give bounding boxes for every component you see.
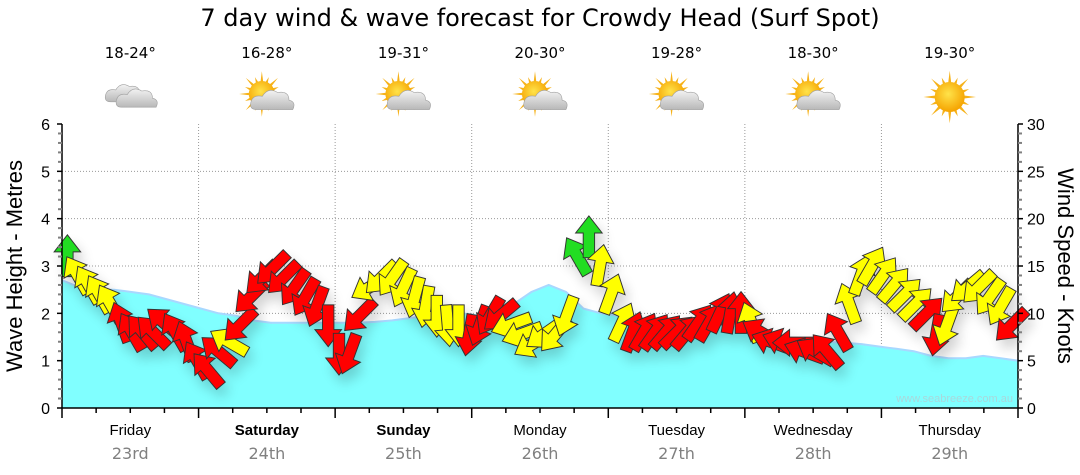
wind-arrow [334,331,363,375]
day-label: Sunday [376,422,431,439]
sun-ray [931,105,942,116]
sun-ray [542,77,552,87]
sun-ray [670,71,673,83]
watermark: www.seabreeze.com.au [895,393,1013,405]
y-tick-label: 5 [41,164,50,181]
cloud-shape [386,90,431,110]
sun-ray [806,71,810,83]
wind-arrow [995,305,1031,341]
sun-ray [239,92,251,96]
cloud-shape [523,90,568,110]
partly-cloudy-icon [785,71,841,117]
day-label: Tuesday [648,422,705,439]
temperature-range: 19-30° [924,44,976,62]
weather-icons [104,70,976,124]
sun-ray [678,77,688,87]
date-label: 24th [248,444,285,463]
chart-title: 7 day wind & wave forecast for Crowdy He… [200,4,880,32]
left-axis-title: Wave Height - Metres [2,160,27,372]
sun-ray [245,77,255,87]
temperature-range: 18-30° [787,44,839,62]
wind-arrow [552,293,580,337]
sunny-icon [923,70,976,124]
day-label: Monday [513,422,567,439]
partly-cloudy-icon [375,71,431,117]
temperature-range: 20-30° [514,44,566,62]
sun-ray [269,77,278,87]
sun-ray [375,92,387,96]
wind-arrow [224,305,260,341]
wind-arrow [344,296,379,332]
date-label: 26th [522,444,559,463]
y2-tick-label: 20 [1027,212,1045,229]
sun-disc [934,82,965,112]
date-label: 28th [795,444,832,463]
cloud-shape [115,88,158,108]
date-label: 29th [931,444,968,463]
sun-ray [785,92,797,96]
cloud-shape [250,90,295,110]
day-label: Thursday [918,422,981,439]
date-label: 25th [385,444,422,463]
day-label: Wednesday [774,422,853,439]
wind-arrow [823,312,854,354]
sun-ray [923,95,937,99]
sun-ray [948,70,952,84]
sun-ray [405,77,415,87]
cloud-shape [660,90,705,110]
x-axis-labels: Friday 23rd Saturday 24th Sunday 25th Monday 26… [109,422,981,463]
wind-arrow [986,284,1017,326]
y2-tick-label: 5 [1027,354,1036,371]
sun-ray [382,77,392,87]
sun-ray [512,92,524,96]
sun-ray [958,78,969,89]
y2-tick-label: 10 [1027,306,1045,323]
wave-height-line [61,279,1019,362]
y2-tick-label: 0 [1027,401,1036,418]
temperature-range: 19-28° [651,44,703,62]
sun-ray [931,78,942,89]
y2-tick-label: 15 [1027,259,1045,276]
sun-ray [655,77,665,87]
wind-arrows [53,215,1031,391]
y2-tick-label: 25 [1027,164,1045,181]
partly-cloudy-icon [648,71,705,117]
sun-ray [533,71,537,83]
sun-ray [260,71,264,83]
sun-ray [948,110,952,124]
day-label: Saturday [235,422,300,439]
date-label: 27th [658,444,695,463]
partly-cloudy-icon [512,71,568,117]
partly-cloudy-icon [239,71,295,117]
y2-tick-label: 30 [1027,117,1045,134]
y-tick-label: 0 [41,401,50,418]
wind-arrow [598,273,626,316]
temperature-range: 18-24° [104,44,156,62]
date-label: 23rd [112,444,149,463]
sun-ray [815,77,825,87]
y-tick-label: 1 [41,354,50,371]
sun-ray [792,77,801,87]
day-label: Friday [109,422,151,439]
y-tick-label: 3 [41,259,50,276]
y-tick-label: 6 [41,117,50,134]
temperature-range: 16-28° [241,44,293,62]
axes: 0 1 2 3 4 5 6 0 5 10 15 20 25 30 [41,117,1045,418]
y-tick-label: 4 [41,212,50,229]
wind-arrow [812,334,846,372]
sun-ray [518,77,528,87]
wind-arrow [193,353,226,391]
sun-ray [648,92,660,96]
cloudy-icon [104,84,158,108]
sun-ray [958,105,969,116]
sun-ray [397,71,400,83]
cloud-shape [796,90,841,110]
wind-arrow [586,243,615,288]
y-tick-label: 2 [41,306,50,323]
temperature-range: 19-31° [377,44,429,62]
sun-ray [963,95,976,99]
right-axis-title: Wind Speed - Knots [1053,168,1078,364]
